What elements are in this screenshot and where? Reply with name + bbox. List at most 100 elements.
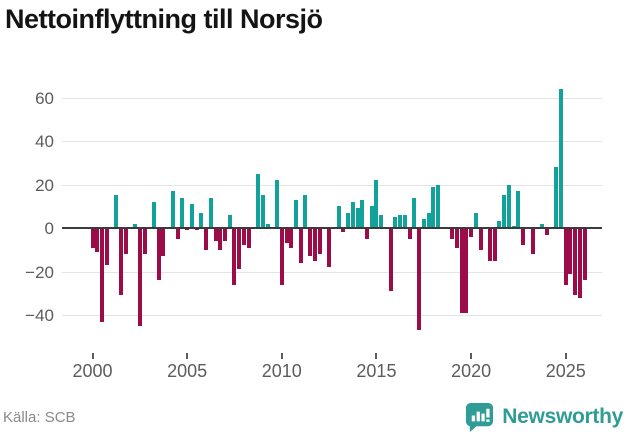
bar [194, 228, 199, 231]
bar [506, 184, 511, 228]
bar [237, 228, 242, 270]
bar [246, 228, 251, 248]
bar [398, 214, 403, 228]
bar [393, 217, 398, 228]
bar [161, 228, 166, 257]
bar [516, 191, 521, 228]
bar [421, 219, 426, 228]
bar [279, 228, 284, 285]
bar [336, 206, 341, 228]
bar [492, 228, 497, 261]
bar [156, 228, 161, 281]
bar [544, 228, 549, 235]
bar [554, 167, 559, 228]
zero-line [62, 227, 602, 229]
x-axis-tick [375, 353, 378, 359]
bar [260, 195, 265, 228]
bar [308, 228, 313, 257]
bar [185, 228, 190, 231]
gridline [62, 97, 602, 99]
x-axis-tick [564, 353, 567, 359]
bar [388, 228, 393, 292]
bar [218, 228, 223, 250]
page-title: Nettoinflyttning till Norsjö [5, 4, 323, 34]
bar [563, 228, 568, 285]
gridline [62, 141, 602, 142]
bar [369, 206, 374, 228]
bar [241, 228, 246, 246]
bar [478, 228, 483, 250]
bar [142, 228, 147, 255]
x-axis-tick-label: 2015 [356, 361, 397, 381]
gridline [62, 271, 602, 273]
newsworthy-logo[interactable]: Newsworthy [464, 401, 623, 432]
bar [431, 186, 436, 228]
y-axis-tick-label: 20 [35, 175, 54, 195]
bar [293, 199, 298, 228]
bar [379, 214, 384, 228]
bar [123, 228, 128, 255]
gridline [62, 184, 602, 186]
y-axis-tick-label: −20 [25, 262, 54, 282]
bar [256, 173, 261, 228]
bar [327, 228, 332, 268]
x-axis-tick [91, 353, 94, 359]
bar [364, 228, 369, 239]
y-axis-tick-label: 0 [44, 219, 54, 238]
bar [118, 228, 123, 296]
bar [170, 191, 175, 228]
bar [232, 228, 237, 285]
gridline [62, 315, 602, 316]
bar [204, 228, 209, 250]
source-label: Källa: SCB [3, 409, 76, 426]
bar [199, 212, 204, 228]
bar [568, 228, 573, 274]
bar [402, 214, 407, 228]
bar [114, 195, 119, 228]
bar [521, 228, 526, 246]
y-axis-tick-label: 40 [35, 132, 54, 151]
newsworthy-logo-text: Newsworthy [502, 404, 623, 428]
x-axis-tick-label: 2020 [451, 361, 492, 381]
x-axis-tick [280, 353, 283, 359]
bar [90, 228, 95, 248]
bar [464, 228, 469, 313]
x-axis-tick [470, 353, 473, 359]
bar [426, 212, 431, 228]
bar [104, 228, 109, 265]
x-axis-tick-label: 2025 [545, 361, 586, 381]
bar [317, 228, 322, 255]
bar [450, 228, 455, 239]
bar [582, 228, 587, 281]
bar [502, 195, 507, 228]
bar-chart-plot-area [62, 80, 602, 352]
x-axis-tick-label: 2000 [72, 361, 113, 381]
bar [312, 228, 317, 261]
bar [497, 221, 502, 228]
bar [355, 208, 360, 228]
bar [469, 228, 474, 237]
bar [298, 228, 303, 263]
bar [95, 228, 100, 252]
bar [473, 212, 478, 228]
bar [412, 197, 417, 228]
bar [540, 223, 545, 228]
bar [573, 228, 578, 296]
bar [152, 201, 157, 228]
bar [227, 214, 232, 228]
x-axis-tick-label: 2010 [261, 361, 302, 381]
bar [459, 228, 464, 313]
bar [99, 228, 104, 322]
bar [265, 223, 270, 228]
bar [189, 204, 194, 228]
x-axis-tick-label: 2005 [167, 361, 208, 381]
y-axis-tick-label: 60 [35, 88, 54, 108]
bar [208, 197, 213, 228]
bar [341, 228, 346, 233]
bar [275, 180, 280, 228]
bar [180, 197, 185, 228]
y-axis-tick-label: −40 [25, 306, 54, 325]
bar [417, 228, 422, 331]
bar [530, 228, 535, 255]
